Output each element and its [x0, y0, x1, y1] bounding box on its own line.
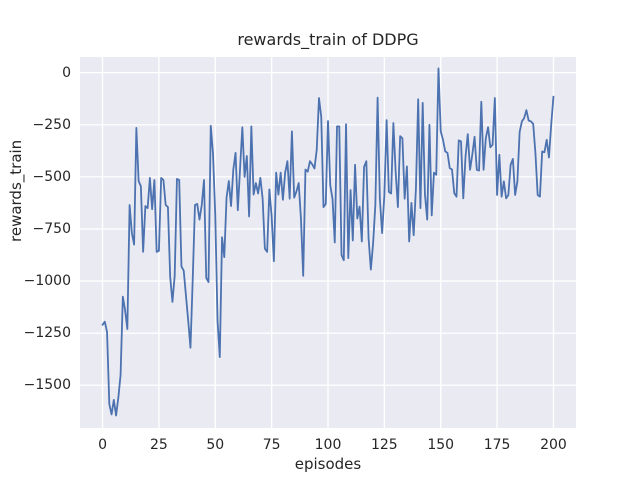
y-tick-label: −750	[32, 220, 71, 237]
x-tick-label: 100	[314, 437, 342, 453]
x-tick-label: 125	[370, 437, 398, 453]
y-tick-label: −1250	[23, 325, 71, 342]
y-tick-label: −1500	[23, 377, 71, 394]
x-tick-label: 50	[206, 437, 225, 453]
y-tick-label: 0	[62, 64, 71, 81]
x-tick-label: 175	[483, 437, 511, 453]
grid-layer	[80, 57, 576, 428]
y-tick-label: −1000	[23, 273, 71, 290]
line-layer	[101, 67, 555, 417]
y-tick-label: −500	[32, 168, 71, 185]
x-tick-label: 150	[427, 437, 455, 453]
x-tick-label: 25	[149, 437, 168, 453]
chart-title: rewards_train of DDPG	[237, 30, 419, 49]
x-tick-label: 200	[540, 437, 567, 453]
y-tick-label: −250	[32, 116, 71, 133]
x-tick-label: 0	[98, 437, 107, 453]
rewards-train-line	[101, 67, 555, 417]
x-axis-label: episodes	[294, 455, 362, 473]
x-tick-label: 75	[262, 437, 281, 453]
